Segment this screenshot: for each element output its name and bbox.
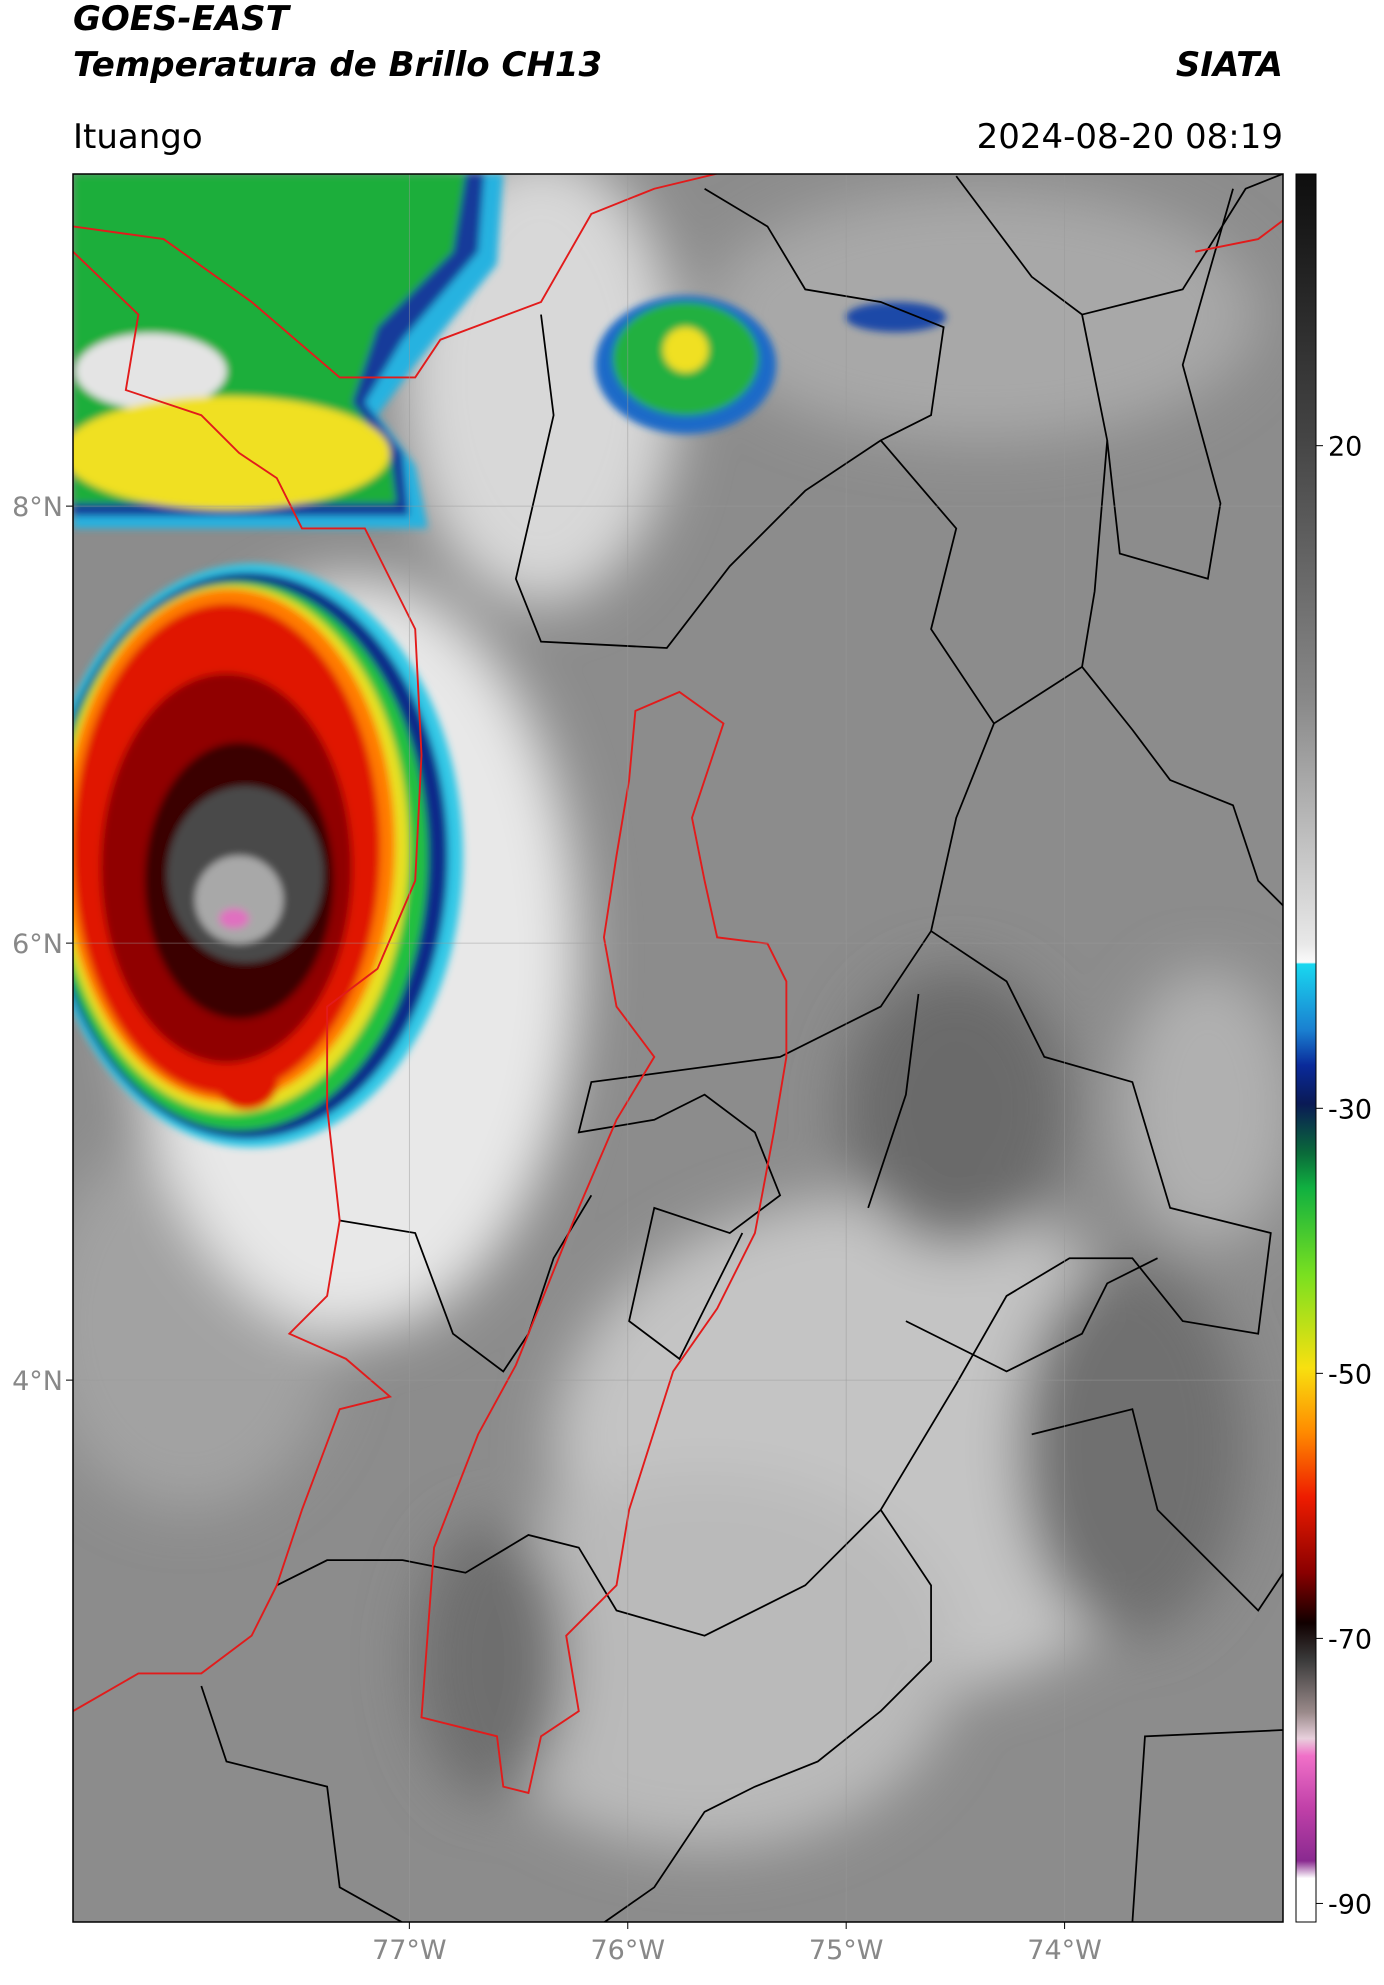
colorbar-tick-label: -30 — [1328, 1094, 1372, 1125]
subtitle: Temperatura de Brillo CH13 — [73, 45, 602, 85]
coastline-watershed — [73, 174, 1283, 1795]
colorbar-tick-label: -70 — [1328, 1624, 1372, 1655]
title: GOES-EAST — [73, 0, 292, 39]
x-tick-label: 75°W — [809, 1935, 884, 1966]
x-tick-label: 74°W — [1027, 1935, 1102, 1966]
colorbar-tick-label: 20 — [1328, 432, 1362, 463]
colorbar-tick-label: -90 — [1328, 1889, 1372, 1920]
satellite-image — [73, 174, 1283, 1922]
y-tick-label: 4°N — [12, 1366, 63, 1397]
location: Ituango — [73, 117, 203, 157]
y-tick-label: 6°N — [12, 929, 63, 960]
colorbar — [1295, 173, 1317, 1923]
datetime: 2024-08-20 08:19 — [977, 117, 1283, 157]
x-tick-label: 77°W — [372, 1935, 447, 1966]
map-frame — [72, 173, 1284, 1923]
y-tick-label: 8°N — [12, 492, 63, 523]
x-tick-label: 76°W — [590, 1935, 665, 1966]
source: SIATA — [1176, 45, 1283, 85]
colorbar-tick-label: -50 — [1328, 1359, 1372, 1390]
grid — [73, 174, 1283, 1922]
borders — [200, 174, 1283, 1922]
